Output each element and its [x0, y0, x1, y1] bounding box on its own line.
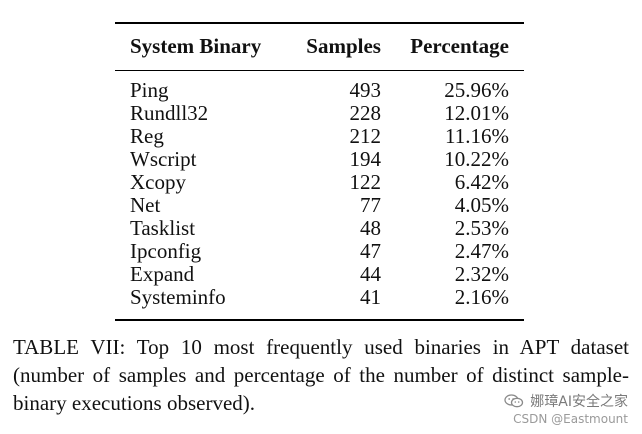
table-row: Ipconfig 47 2.47%: [115, 240, 524, 263]
cell-percentage: 10.22%: [444, 147, 509, 171]
cell-samples: 122: [349, 170, 381, 194]
cell-binary: Expand: [130, 262, 195, 286]
cell-samples: 48: [359, 216, 381, 240]
wechat-icon: [504, 394, 524, 408]
cell-samples: 194: [349, 147, 381, 171]
table-row: Expand 44 2.32%: [115, 263, 524, 286]
cell-percentage: 12.01%: [444, 101, 509, 125]
table-row: Tasklist 48 2.53%: [115, 217, 524, 240]
table-row: Net 77 4.05%: [115, 194, 524, 217]
header-system-binary: System Binary: [130, 33, 262, 58]
table-caption: TABLE VII: Top 10 most frequently used b…: [13, 335, 629, 415]
cell-samples: 44: [359, 262, 381, 286]
watermark: 娜璋AI安全之家 CSDN @Eastmount: [504, 391, 628, 426]
cell-binary: Ping: [130, 78, 169, 102]
table-row: Ping 493 25.96%: [115, 71, 524, 103]
table-row: Systeminfo 41 2.16%: [115, 286, 524, 320]
binaries-table-container: System Binary Samples Percentage Ping 49…: [115, 22, 524, 321]
cell-samples: 212: [349, 124, 381, 148]
cell-percentage: 25.96%: [444, 78, 509, 102]
cell-samples: 77: [359, 193, 381, 217]
cell-samples: 228: [349, 101, 381, 125]
cell-percentage: 4.05%: [454, 193, 509, 217]
header-percentage: Percentage: [410, 33, 509, 58]
binaries-table: System Binary Samples Percentage Ping 49…: [115, 22, 524, 321]
cell-samples: 493: [349, 78, 381, 102]
table-row: Reg 212 11.16%: [115, 125, 524, 148]
cell-percentage: 2.32%: [454, 262, 509, 286]
table-header-row: System Binary Samples Percentage: [115, 23, 524, 71]
cell-binary: Rundll32: [130, 101, 209, 125]
table-row: Xcopy 122 6.42%: [115, 171, 524, 194]
cell-percentage: 2.53%: [454, 216, 509, 240]
cell-percentage: 11.16%: [445, 124, 509, 148]
watermark-channel: 娜璋AI安全之家: [504, 391, 628, 411]
cell-binary: Wscript: [130, 147, 197, 171]
table-row: Rundll32 228 12.01%: [115, 102, 524, 125]
cell-binary: Net: [130, 193, 161, 217]
cell-binary: Systeminfo: [130, 285, 226, 309]
cell-samples: 41: [359, 285, 381, 309]
cell-binary: Reg: [130, 124, 164, 148]
table-row: Wscript 194 10.22%: [115, 148, 524, 171]
cell-percentage: 2.47%: [454, 239, 509, 263]
cell-binary: Xcopy: [130, 170, 186, 194]
cell-percentage: 2.16%: [454, 285, 509, 309]
cell-percentage: 6.42%: [454, 170, 509, 194]
watermark-channel-name: 娜璋AI安全之家: [530, 394, 628, 410]
cell-binary: Tasklist: [130, 216, 196, 240]
cell-samples: 47: [359, 239, 381, 263]
header-samples: Samples: [306, 33, 381, 58]
cell-binary: Ipconfig: [130, 239, 202, 263]
watermark-csdn: CSDN @Eastmount: [513, 412, 628, 426]
